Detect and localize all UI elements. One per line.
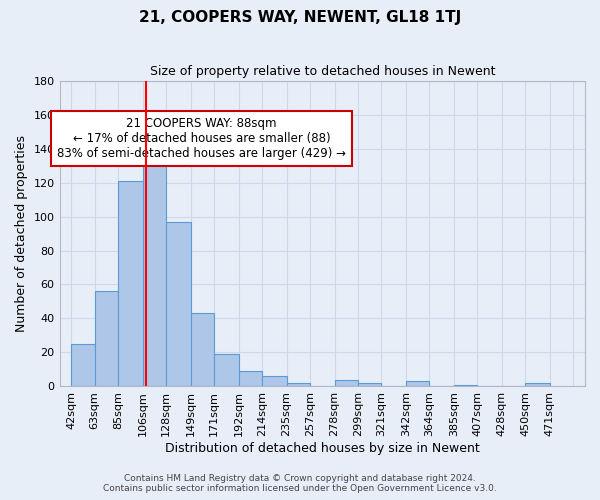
Bar	[526, 383, 550, 386]
Bar	[118, 181, 143, 386]
Text: 21 COOPERS WAY: 88sqm
← 17% of detached houses are smaller (88)
83% of semi-deta: 21 COOPERS WAY: 88sqm ← 17% of detached …	[57, 118, 346, 160]
Bar	[358, 383, 382, 386]
Bar	[454, 385, 478, 386]
Bar	[335, 380, 358, 386]
X-axis label: Distribution of detached houses by size in Newent: Distribution of detached houses by size …	[165, 442, 479, 455]
Bar	[287, 383, 310, 386]
Bar	[143, 147, 166, 386]
Bar	[262, 376, 287, 386]
Y-axis label: Number of detached properties: Number of detached properties	[15, 135, 28, 332]
Text: Contains HM Land Registry data © Crown copyright and database right 2024.
Contai: Contains HM Land Registry data © Crown c…	[103, 474, 497, 494]
Bar	[214, 354, 239, 386]
Bar	[71, 344, 95, 387]
Bar	[239, 371, 262, 386]
Bar	[191, 314, 214, 386]
Bar	[95, 292, 118, 386]
Title: Size of property relative to detached houses in Newent: Size of property relative to detached ho…	[149, 65, 495, 78]
Bar	[406, 382, 430, 386]
Bar	[166, 222, 191, 386]
Text: 21, COOPERS WAY, NEWENT, GL18 1TJ: 21, COOPERS WAY, NEWENT, GL18 1TJ	[139, 10, 461, 25]
